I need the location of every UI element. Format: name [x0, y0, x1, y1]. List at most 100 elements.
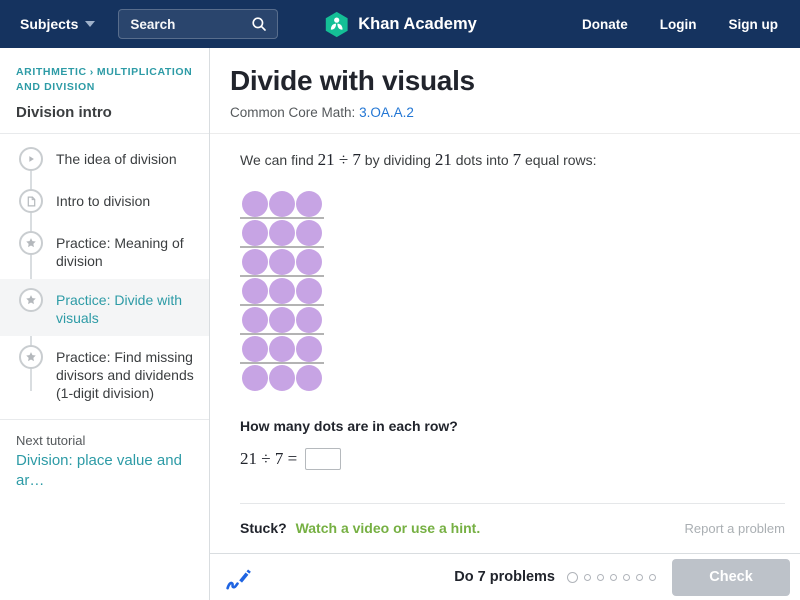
dot [296, 277, 322, 304]
math-expression: 21 ÷ 7 [317, 150, 361, 169]
main-header: Divide with visuals Common Core Math: 3.… [210, 48, 800, 134]
divider [240, 502, 785, 504]
chevron-down-icon [85, 21, 96, 27]
equation-text: 21 ÷ 7 = [240, 448, 298, 468]
stuck-row: Stuck? Watch a video or use a hint. Repo… [240, 504, 785, 536]
sidebar-item-practice-meaning-of-division[interactable]: Practice: Meaning of division [0, 222, 209, 279]
dot [269, 190, 295, 217]
tutorial-title: Division intro [16, 104, 112, 121]
brand-logo[interactable]: Khan Academy [323, 0, 477, 48]
dot-row [240, 277, 324, 306]
dot [269, 277, 295, 304]
dot [242, 306, 268, 333]
dot [269, 248, 295, 275]
sidebar-item-practice-find-missing-divisors-and-dividends-1-digit-division[interactable]: Practice: Find missing divisors and divi… [0, 336, 209, 411]
nav-link-login[interactable]: Login [659, 16, 697, 32]
breadcrumb: ARITHMETIC › MULTIPLICATION AND DIVISION [16, 65, 193, 95]
dot [242, 277, 268, 304]
main-content: Divide with visuals Common Core Math: 3.… [210, 48, 800, 600]
lesson-item-label: Practice: Divide with visuals [56, 292, 183, 326]
answer-input[interactable] [305, 447, 342, 470]
nav-link-donate[interactable]: Donate [581, 16, 628, 32]
sidebar-item-practice-divide-with-visuals[interactable]: Practice: Divide with visuals [0, 279, 209, 336]
dot-row [240, 190, 324, 219]
dot [296, 335, 322, 362]
standard-prefix: Common Core Math: [230, 105, 356, 120]
navbar: Subjects Khan Academy Donate Login Sign … [0, 0, 800, 48]
dot [296, 248, 322, 275]
dot-row [240, 364, 324, 391]
equation-row: 21 ÷ 7 = [240, 447, 785, 470]
sidebar: ARITHMETIC › MULTIPLICATION AND DIVISION D… [0, 48, 210, 600]
dot [296, 190, 322, 217]
breadcrumb-link-topic[interactable]: MULTIPLICATION AND DIVISION [16, 66, 193, 93]
progress-dot [597, 573, 604, 581]
prompt-text: equal rows: [524, 152, 597, 168]
next-tutorial-link[interactable]: Division: place value and ar… [16, 452, 182, 489]
dot [296, 306, 322, 333]
exercise-prompt: We can find 21 ÷ 7 by dividing 21 dots i… [240, 150, 785, 170]
nav-link-signup[interactable]: Sign up [728, 16, 779, 32]
subjects-button[interactable]: Subjects [20, 16, 96, 32]
dots-grid [240, 190, 324, 391]
dot-row [240, 306, 324, 335]
lesson-list: The idea of division Intro to division Pra… [0, 134, 209, 420]
dot [242, 364, 268, 391]
standard-link[interactable]: 3.OA.A.2 [359, 105, 414, 120]
star-icon [19, 288, 43, 312]
nav-links: Donate Login Sign up [582, 17, 778, 32]
dot [269, 335, 295, 362]
sidebar-item-intro-to-division[interactable]: Intro to division [0, 180, 209, 222]
progress-dot [567, 571, 578, 583]
article-icon [19, 189, 43, 213]
stuck-label: Stuck? [240, 519, 287, 536]
dot [242, 335, 268, 362]
brand-logo-icon [323, 11, 350, 38]
next-tutorial-section: Next tutorial Division: place value and … [0, 420, 209, 504]
dot [269, 219, 295, 246]
progress-dot [623, 573, 630, 581]
brand-name: Khan Academy [358, 14, 477, 33]
progress-dots [567, 571, 656, 583]
dot [296, 364, 322, 391]
math-expression: 21 [434, 150, 452, 169]
dot [242, 219, 268, 246]
star-icon [19, 345, 43, 369]
star-icon [19, 231, 43, 255]
dot-row [240, 248, 324, 277]
sidebar-item-the-idea-of-division[interactable]: The idea of division [0, 138, 209, 180]
subjects-label: Subjects [20, 16, 79, 32]
lesson-item-label: Intro to division [56, 193, 151, 209]
search-icon[interactable] [250, 15, 268, 33]
breadcrumb-separator: › [89, 66, 94, 78]
next-tutorial-label: Next tutorial [16, 433, 86, 448]
dot [269, 306, 295, 333]
prompt-text: by dividing [364, 152, 431, 168]
dot [242, 248, 268, 275]
pencil-scribble-icon [224, 564, 251, 591]
dot [269, 364, 295, 391]
report-problem-link[interactable]: Report a problem [684, 520, 785, 536]
dot-row [240, 335, 324, 364]
page-title: Divide with visuals [230, 65, 475, 96]
dot [296, 219, 322, 246]
exercise-area: We can find 21 ÷ 7 by dividing 21 dots i… [210, 134, 800, 553]
sidebar-header: ARITHMETIC › MULTIPLICATION AND DIVISION D… [0, 48, 209, 134]
lesson-progress-line [30, 158, 32, 391]
question-text: How many dots are in each row? [240, 417, 458, 434]
lesson-item-label: The idea of division [56, 151, 177, 167]
standard-line: Common Core Math: 3.OA.A.2 [230, 105, 776, 120]
check-button[interactable]: Check [672, 558, 790, 596]
lesson-item-label: Practice: Find missing divisors and divi… [56, 349, 194, 401]
search-input[interactable] [130, 16, 251, 32]
search-box[interactable] [118, 9, 279, 39]
breadcrumb-link-subject[interactable]: ARITHMETIC [16, 66, 87, 78]
dot [242, 190, 268, 217]
hint-link[interactable]: Watch a video or use a hint. [295, 519, 481, 536]
footer-bar: Do 7 problems Check [210, 553, 800, 600]
progress-dot [649, 573, 656, 581]
lesson-item-label: Practice: Meaning of division [56, 235, 184, 269]
prompt-text: We can find [240, 152, 314, 168]
play-icon [19, 147, 43, 171]
do-problems-label: Do 7 problems [454, 569, 555, 585]
